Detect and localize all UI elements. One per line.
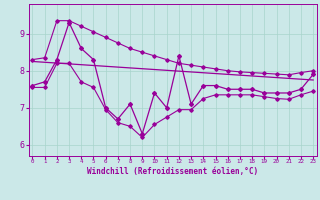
X-axis label: Windchill (Refroidissement éolien,°C): Windchill (Refroidissement éolien,°C) [87, 167, 258, 176]
